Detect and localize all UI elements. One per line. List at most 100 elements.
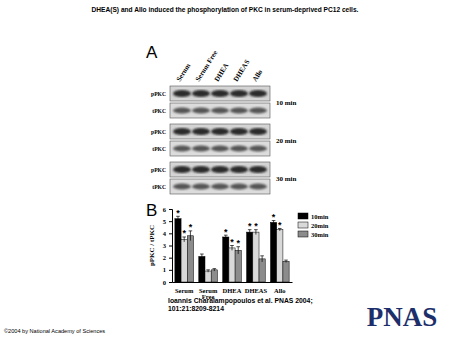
bar [223,237,229,282]
tick-mark [169,246,172,247]
tick-mark [169,270,172,271]
error-bar [200,254,204,259]
tick-mark [169,282,172,283]
blot-panel: pPKCtPKC10 min [151,86,296,118]
lane-label: DHEA [213,62,231,83]
tick: 2 [163,254,172,261]
significance-mark: * [248,221,252,231]
error-line [214,269,215,271]
row-label: pPKC [151,167,166,173]
tick-mark [169,209,172,210]
row-label: tPKC [152,184,166,190]
time-label: 20 min [276,137,297,145]
blot-band [173,184,191,190]
axis-title: pPKC / tPKC [148,225,156,266]
axis-line [173,282,293,283]
blot-band [211,146,229,152]
blot-band [249,184,267,190]
error-bar [284,260,288,262]
figure: DHEA(S) and Allo induced the phosphoryla… [0,0,450,338]
blot-band [249,128,267,135]
tick-label: 2 [163,254,166,261]
time-label: 10 min [276,99,297,107]
blot-band [192,184,210,190]
legend-item: 10min [298,213,329,220]
tick: Serum [175,282,194,294]
error-cap [200,254,204,255]
blot-strip [170,124,270,139]
row-label: tPKC [152,108,166,114]
tick: 3 [163,242,172,249]
tick-label: DHEAS [245,287,268,294]
blot-band [211,184,229,190]
citation: Ioannis Charalampopoulos et al. PNAS 200… [168,297,313,312]
significance-mark: * [236,238,240,248]
bar [253,232,259,282]
tick-label: Allo [274,287,286,294]
logo: PNAS [367,302,438,332]
lane-label: DHEAS [232,58,252,83]
blot-strip [170,179,270,194]
bar [181,239,187,282]
tick-mark [169,221,172,222]
legend-item: 30min [298,231,329,238]
legend-item: 20min [298,222,329,229]
legend: 10min 20min 30min [298,213,329,238]
error-cap [284,260,288,261]
blot-band [211,128,229,135]
blot-band [211,90,229,97]
axis-line [169,210,173,283]
legend-swatch [298,231,308,237]
error-bar [213,269,217,271]
tick-label: 1 [163,266,166,273]
row-label: tPKC [152,146,166,152]
blot-band [249,90,267,97]
tick-label: 3 [163,242,167,249]
blot-band [230,146,248,152]
annotations: ********** [176,208,282,248]
error-line [208,270,209,272]
bar [229,248,235,282]
blot-strip [170,141,270,156]
lane-label: Allo [251,68,265,83]
significance-mark: * [254,221,258,231]
significance-mark: * [278,220,282,230]
bar [277,230,283,282]
bar [199,256,205,282]
tick-mark [169,233,172,234]
error-bar [260,256,264,262]
blot-band [249,146,267,152]
tick: 0 [163,279,172,286]
blot-band [230,108,248,114]
blot-band [192,90,210,97]
bar [235,250,241,282]
significance-mark: * [176,208,180,218]
blot-band [173,166,191,173]
blot-band [230,128,248,135]
bar [247,232,253,282]
blot-band [249,166,267,173]
panel-label: B [146,201,157,220]
title: DHEA(S) and Allo induced the phosphoryla… [92,6,359,14]
tick-label: 4 [163,230,167,237]
tick: 4 [163,230,172,237]
bar [211,270,217,282]
blot-panel: pPKC tPKC 20 min [151,124,296,156]
error-cap [260,255,264,256]
tick-label: 6 [163,206,167,213]
y-axis: 0123456 [163,206,173,286]
row-label: pPKC [151,129,166,135]
blot-panel: pPKCtPKC30 min [151,162,296,194]
bar [283,261,289,282]
bar [270,222,276,282]
legend-label: 20min [311,222,329,229]
tick: Allo [274,282,286,294]
bar [259,259,265,282]
significance-mark: * [189,222,193,232]
error-line [286,260,287,262]
bar [187,236,193,282]
legend-swatch [298,213,308,219]
blot-band [192,146,210,152]
legend-label: 30min [311,231,329,238]
significance-mark: * [272,212,276,222]
